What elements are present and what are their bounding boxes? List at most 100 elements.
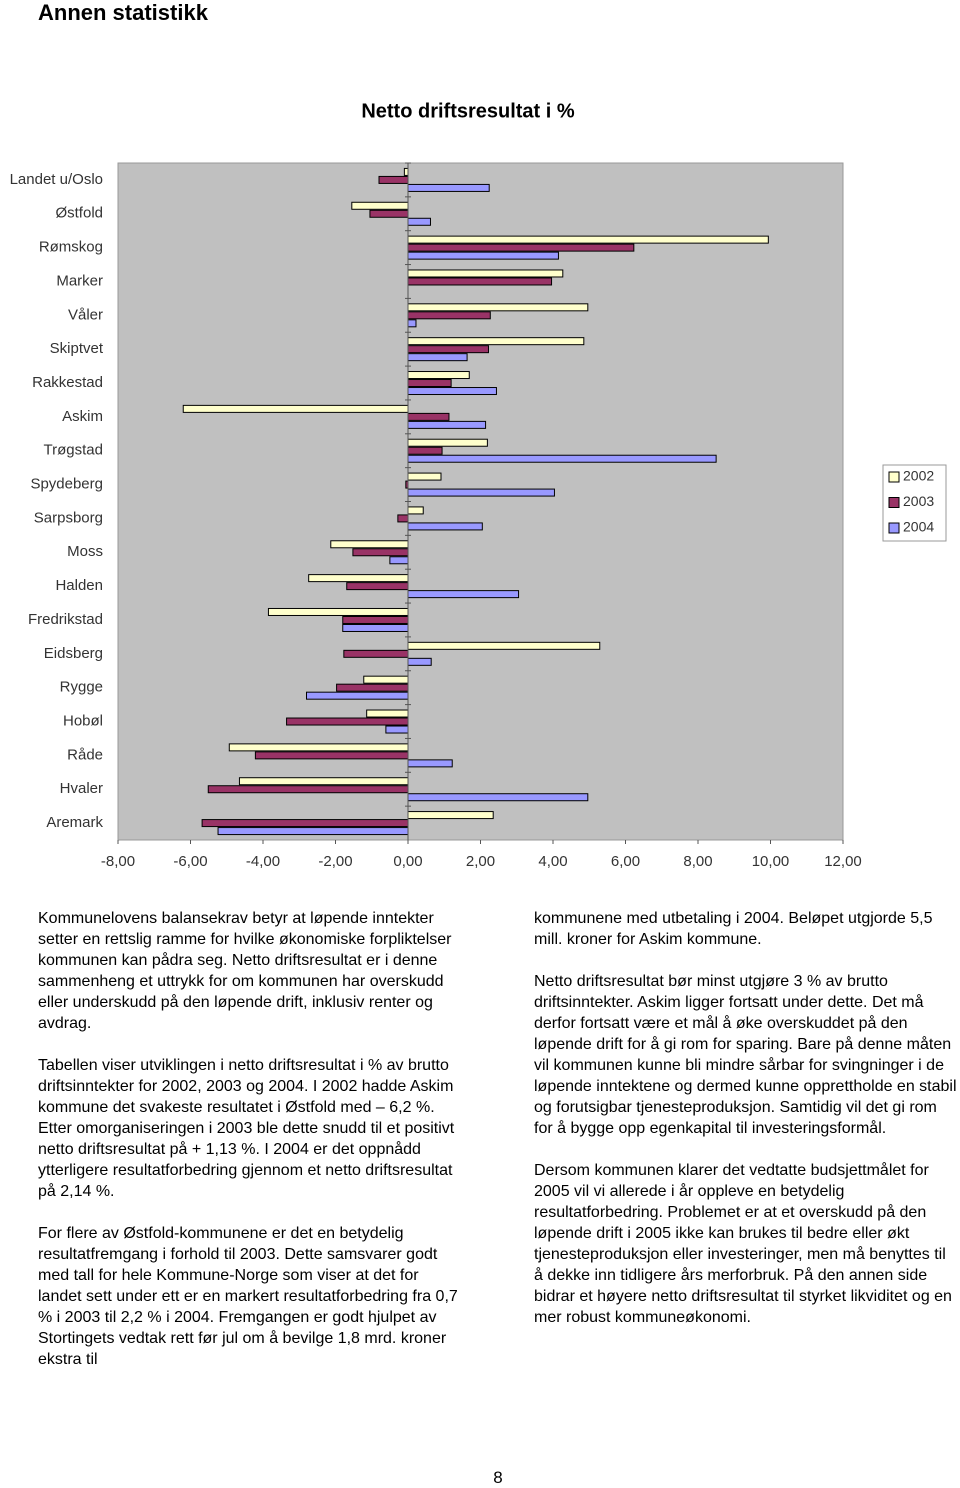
bar	[407, 337, 585, 346]
bar	[407, 319, 417, 328]
bar	[352, 548, 409, 557]
x-tick-label: -4,00	[246, 853, 280, 870]
category-label: Spydeberg	[30, 476, 103, 493]
legend-label: 2003	[903, 493, 934, 509]
bar	[407, 379, 452, 388]
bar	[228, 743, 409, 752]
bar	[267, 607, 409, 616]
x-tick-label: 2,00	[466, 853, 495, 870]
x-tick-label: -8,00	[101, 853, 135, 870]
bar	[351, 201, 409, 210]
x-tick-label: 4,00	[538, 853, 567, 870]
bar	[403, 167, 409, 176]
category-label: Landet u/Oslo	[10, 171, 103, 188]
bar	[397, 514, 409, 523]
bar	[407, 454, 717, 463]
category-label: Fredrikstad	[28, 611, 103, 628]
bar	[407, 183, 490, 192]
bar	[407, 420, 487, 429]
bar	[407, 251, 559, 260]
category-label: Hobøl	[63, 712, 103, 729]
bar	[407, 235, 769, 244]
category-label: Eidsberg	[44, 645, 103, 662]
bar	[407, 488, 555, 497]
bar	[306, 691, 409, 700]
bar	[363, 675, 409, 684]
category-label: Hvaler	[60, 780, 103, 797]
category-label: Rygge	[60, 679, 103, 696]
bar	[182, 404, 409, 413]
x-tick-label: 12,00	[824, 853, 862, 870]
bar	[407, 353, 468, 362]
bar	[407, 506, 424, 515]
page-number: 8	[493, 1468, 503, 1487]
x-tick-label: 10,00	[752, 853, 790, 870]
bar	[330, 540, 409, 549]
plot-area	[117, 162, 844, 841]
legend-swatch	[888, 522, 900, 534]
legend-label: 2002	[903, 468, 934, 484]
bar	[378, 175, 409, 184]
category-label: Halden	[55, 577, 103, 594]
bar	[407, 217, 431, 226]
bar	[343, 649, 409, 658]
category-label: Råde	[67, 746, 103, 763]
x-tick-label: -2,00	[318, 853, 352, 870]
bar	[336, 683, 409, 692]
bar	[407, 269, 564, 278]
bar	[407, 387, 497, 396]
bar	[407, 657, 432, 666]
legend-label: 2004	[903, 519, 934, 535]
bar	[407, 590, 520, 599]
paragraph: For flere av Østfold-kommunene er det en…	[38, 1225, 458, 1368]
bar	[342, 623, 409, 632]
bar	[407, 277, 553, 286]
bar	[407, 412, 450, 421]
bar	[238, 777, 409, 786]
bar	[389, 556, 409, 565]
bar	[407, 243, 635, 252]
category-label: Trøgstad	[44, 442, 103, 459]
paragraph: kommunene med utbetaling i 2004. Beløpet…	[534, 910, 933, 948]
category-label: Sarpsborg	[34, 509, 103, 526]
bar	[286, 717, 409, 726]
bar	[254, 751, 409, 760]
paragraph: Dersom kommunen klarer det vedtatte buds…	[534, 1162, 952, 1326]
bar	[308, 574, 409, 583]
category-label: Moss	[67, 543, 103, 560]
category-label: Rømskog	[39, 239, 103, 256]
paragraph: Tabellen viser utviklingen i netto drift…	[38, 1057, 455, 1200]
bar	[407, 472, 442, 481]
legend-swatch	[888, 497, 900, 508]
x-tick-label: -6,00	[173, 853, 207, 870]
bar	[407, 759, 453, 768]
bar	[369, 209, 409, 218]
paragraph: Kommunelovens balansekrav betyr at løpen…	[38, 910, 452, 1032]
bar	[407, 438, 488, 447]
bar	[207, 785, 409, 794]
category-label: Askim	[62, 408, 103, 425]
bar	[217, 827, 409, 836]
bar	[407, 345, 489, 354]
category-label: Skiptvet	[50, 340, 104, 357]
heading: Annen statistikk	[38, 0, 208, 25]
bar	[366, 709, 409, 718]
bar	[407, 522, 483, 531]
bar	[346, 582, 409, 591]
text-column: kommunene med utbetaling i 2004. Beløpet…	[534, 908, 959, 1349]
x-tick-label: 0,00	[393, 853, 422, 870]
text-column: Kommunelovens balansekrav betyr at løpen…	[38, 908, 463, 1391]
bar	[407, 811, 494, 820]
x-tick-label: 6,00	[611, 853, 640, 870]
category-label: Våler	[68, 306, 103, 323]
category-label: Østfold	[55, 205, 103, 222]
bar	[407, 446, 443, 455]
chart-title: Netto driftsresultat i %	[361, 100, 575, 122]
paragraph: Netto driftsresultat bør minst utgjøre 3…	[534, 973, 957, 1137]
bar	[407, 371, 470, 380]
legend-swatch	[888, 471, 900, 483]
x-tick-label: 8,00	[683, 853, 712, 870]
chart: Netto driftsresultat i % Landet u/Oslo Øs…	[10, 100, 947, 870]
bar	[201, 819, 409, 828]
